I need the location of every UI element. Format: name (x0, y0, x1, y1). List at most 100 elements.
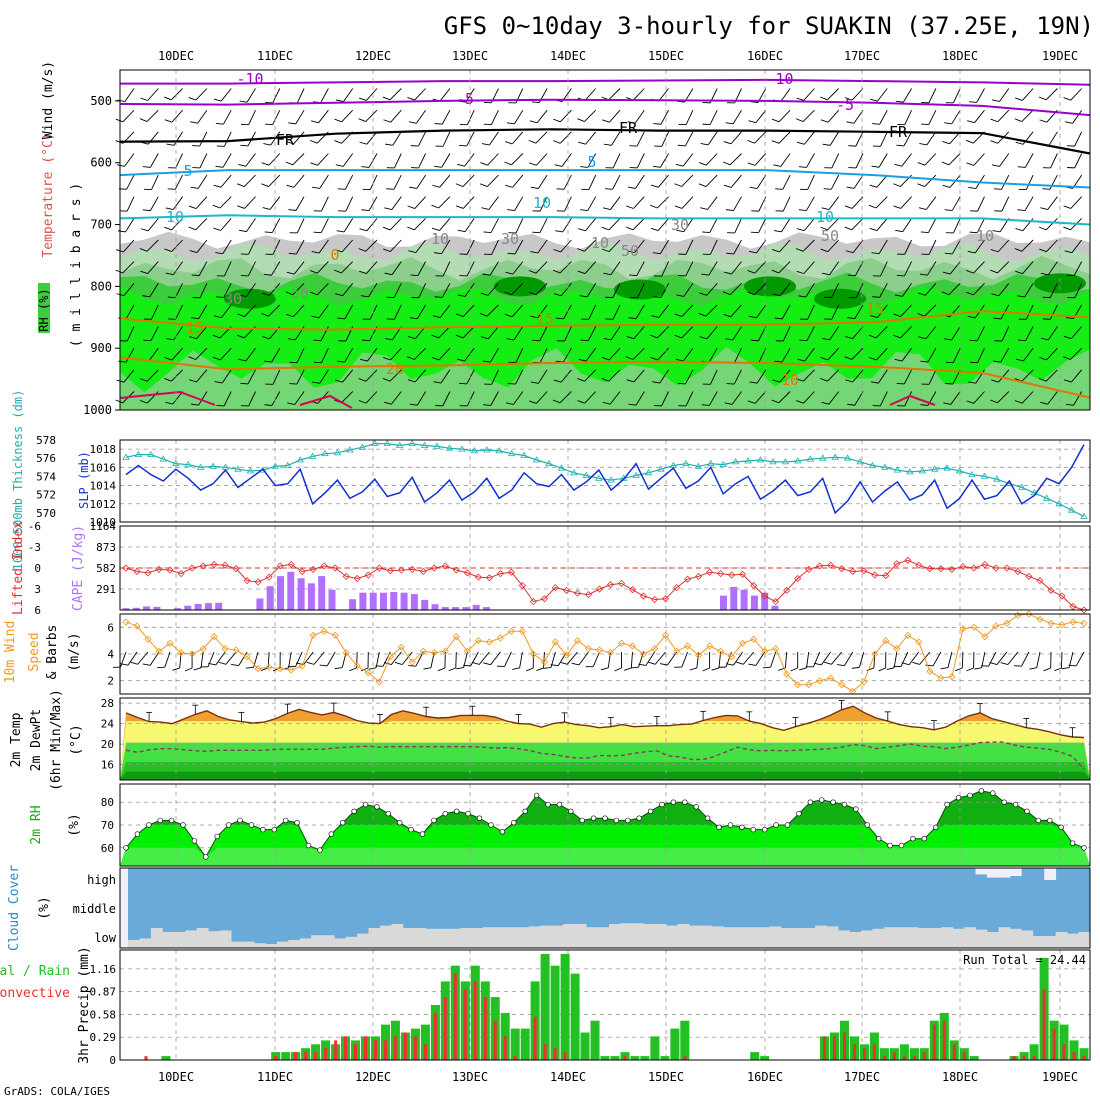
wind-barb (773, 218, 791, 233)
rh2m-marker (328, 831, 334, 837)
cloud-clear-left (120, 868, 128, 948)
wind-barb-flag (751, 210, 759, 212)
wind-barb-flag (990, 248, 999, 253)
wind-barb (896, 239, 913, 255)
wind-barb-staff (150, 326, 159, 341)
wind-barb (311, 304, 329, 319)
lifted-index-marker (276, 562, 284, 570)
wind-barb-flag (360, 667, 369, 672)
wind-barb-flag (722, 291, 731, 296)
wind-barb-flag (868, 204, 877, 209)
rh2m-marker (283, 817, 289, 824)
thickness-marker (943, 464, 951, 471)
wind10-speed-marker (871, 650, 879, 658)
wind-barb-staff (148, 347, 159, 362)
wind-barb (870, 369, 888, 384)
wind-barb-staff (392, 131, 402, 146)
wind10-speed-marker (463, 647, 471, 655)
wind-barb-staff (199, 283, 208, 298)
wind-barb-staff (852, 239, 864, 253)
wind-barb-flag (191, 317, 199, 320)
wind-barb-flag (851, 666, 860, 669)
wind-barb (893, 326, 912, 339)
wind-barb-staff (487, 326, 499, 340)
wind-barb (1042, 304, 1058, 320)
wind-barb (869, 218, 888, 232)
thickness-marker (433, 442, 441, 449)
wind-barb-flag (991, 379, 999, 383)
wind-barb (747, 391, 767, 404)
rh-core-3 (744, 276, 796, 297)
wind-barb (115, 109, 135, 123)
wind-barb (337, 347, 354, 363)
y-tick-pressure-700: 700 (90, 218, 112, 232)
precip-convective-bar (304, 1052, 308, 1060)
wind-barb (990, 261, 1010, 274)
wind-barb (192, 153, 208, 169)
wind-barb (286, 261, 305, 275)
wind10-barb (659, 651, 677, 666)
wind-barb-staff (543, 651, 545, 669)
lifted-index-marker (518, 581, 526, 590)
wind-barb-staff (462, 326, 475, 339)
cloud-low-bar (838, 930, 850, 948)
wind-barb-flag (813, 662, 822, 666)
cloud-low-bar (609, 924, 621, 948)
contour-label-11: 10 (816, 208, 834, 226)
wind-barb (872, 131, 888, 147)
wind-barb-flag (1038, 226, 1047, 231)
wind-barb-staff (345, 196, 354, 212)
wind-barb-staff (220, 174, 232, 188)
cloud-high-gap (1009, 868, 1022, 876)
lifted-index-marker (970, 564, 978, 572)
wind-barb (677, 131, 694, 147)
wind10-barb (702, 651, 711, 672)
wind-barb-staff (293, 261, 305, 275)
wind-barb (262, 196, 281, 210)
wind-barb (213, 218, 232, 231)
wind-barb (676, 218, 694, 233)
wind-barb-flag (578, 141, 586, 145)
wind-barb (409, 304, 426, 320)
thickness-marker (1080, 512, 1088, 519)
wind-barb-flag (212, 204, 221, 209)
wind-barb (285, 282, 305, 296)
footer-credit: GrADS: COLA/IGES (4, 1085, 110, 1098)
contour-label-8: 5 (587, 153, 596, 171)
cloud-low-bar (769, 926, 782, 948)
precip-convective-bar (344, 1036, 347, 1060)
wind-barb-flag (471, 661, 480, 665)
wind-barb-staff (195, 196, 208, 209)
wind-barb (140, 218, 159, 232)
wind-barb (312, 174, 329, 189)
wind-barb-staff (924, 304, 937, 317)
rh2m-marker (385, 810, 391, 817)
wind-barb-flag (790, 667, 798, 672)
cape-bar (441, 607, 449, 610)
wind-barb-flag (623, 667, 632, 671)
wind10-barb (526, 651, 534, 672)
wind-barb-staff (343, 88, 354, 102)
wind-barb (796, 88, 815, 101)
wind-barb-flag (483, 662, 491, 666)
wind-barb-flag (580, 209, 588, 212)
wind-barb (652, 369, 669, 384)
wind-barb-staff (900, 326, 912, 339)
wind-barb (942, 261, 961, 275)
wind-barb-staff (269, 196, 281, 210)
wind10-barb (130, 651, 149, 665)
wind-barb-flag (846, 186, 855, 189)
wind-barb-flag (264, 360, 272, 363)
wind-barb-staff (1050, 153, 1058, 169)
wind-barb-flag (265, 123, 273, 126)
wind-barb-flag (919, 143, 927, 146)
wind10-speed-marker (331, 631, 339, 639)
wind-barb (653, 283, 669, 298)
wind-barb-staff (389, 369, 402, 382)
wind-barb (602, 109, 621, 123)
wind-barb (868, 196, 888, 209)
wind-barb-staff (1025, 326, 1034, 341)
wind-barb-staff (222, 153, 232, 168)
wind-barb-flag (335, 99, 344, 103)
wind-barb (918, 326, 937, 340)
